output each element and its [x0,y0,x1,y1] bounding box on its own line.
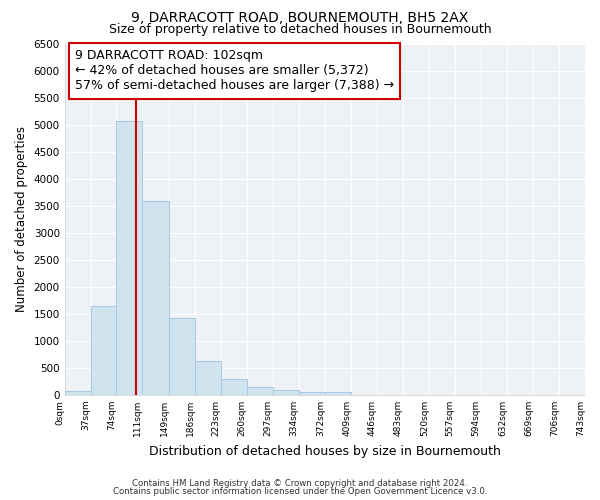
Text: Size of property relative to detached houses in Bournemouth: Size of property relative to detached ho… [109,22,491,36]
X-axis label: Distribution of detached houses by size in Bournemouth: Distribution of detached houses by size … [149,444,501,458]
Bar [91,306,116,395]
Bar [142,200,169,395]
Text: Contains public sector information licensed under the Open Government Licence v3: Contains public sector information licen… [113,487,487,496]
Text: Contains HM Land Registry data © Crown copyright and database right 2024.: Contains HM Land Registry data © Crown c… [132,478,468,488]
Bar [195,362,221,395]
Bar [247,387,272,395]
Bar [272,390,299,395]
Bar [221,378,247,395]
Bar [325,392,351,395]
Bar [65,390,91,395]
Bar [299,392,325,395]
Bar [169,318,195,395]
Y-axis label: Number of detached properties: Number of detached properties [15,126,28,312]
Text: 9 DARRACOTT ROAD: 102sqm
← 42% of detached houses are smaller (5,372)
57% of sem: 9 DARRACOTT ROAD: 102sqm ← 42% of detach… [75,50,394,92]
Bar [116,120,142,395]
Text: 9, DARRACOTT ROAD, BOURNEMOUTH, BH5 2AX: 9, DARRACOTT ROAD, BOURNEMOUTH, BH5 2AX [131,11,469,25]
